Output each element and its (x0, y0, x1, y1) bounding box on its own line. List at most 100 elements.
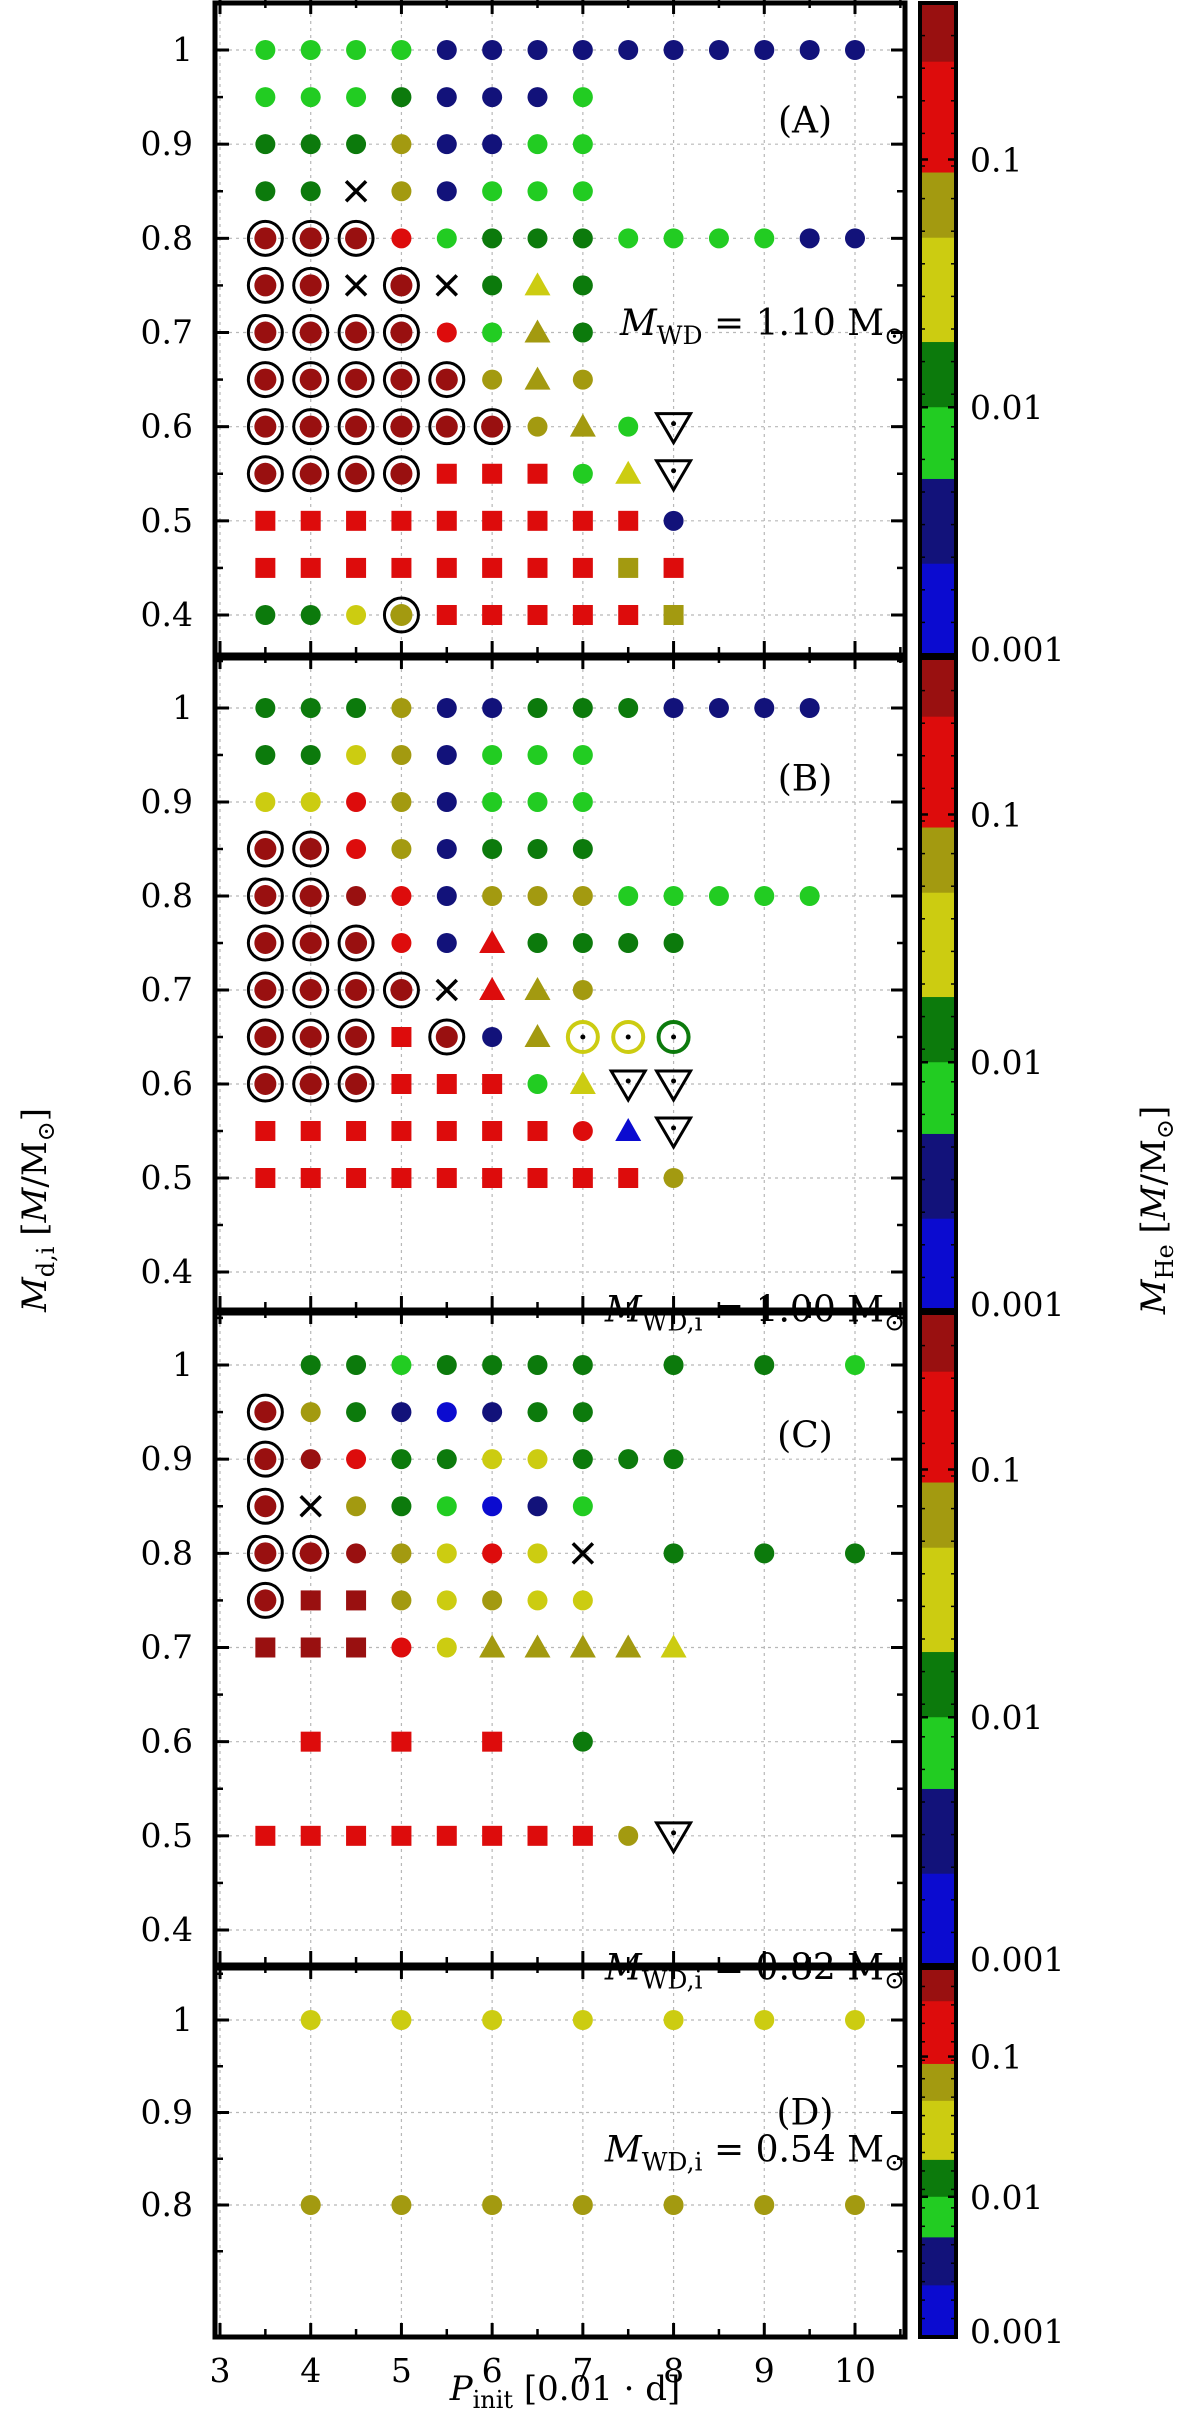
colorbar-segment (920, 2001, 956, 2065)
y-tick-label: 0.6 (141, 1722, 193, 1761)
point-A (254, 368, 277, 391)
point-A-ring (428, 361, 466, 399)
point-C (754, 1355, 775, 1375)
y-tick-label: 0.9 (141, 782, 193, 821)
point-A (482, 322, 503, 343)
point-B (527, 1074, 548, 1094)
panel-label-B: (B) (778, 759, 833, 800)
point-D (663, 2010, 684, 2030)
point-D (754, 2010, 775, 2030)
point-B-ring (246, 1065, 284, 1103)
point-D (754, 2195, 775, 2215)
y-tick-label: 0.8 (141, 1533, 193, 1572)
point-A-ring (337, 455, 375, 493)
point-A (345, 462, 368, 485)
point-C (254, 1448, 277, 1471)
point-B (663, 1168, 684, 1188)
point-B (299, 1073, 322, 1095)
point-A-dot (671, 468, 677, 474)
point-C (346, 1543, 367, 1564)
colorbar-tick-label: 0.1 (970, 140, 1022, 179)
point-A (572, 463, 593, 484)
point-A (390, 368, 413, 391)
point-A (524, 272, 551, 296)
point-B-dot (625, 1078, 631, 1084)
point-C (436, 1449, 457, 1470)
point-C (527, 1449, 548, 1470)
point-A-ring (292, 408, 330, 446)
point-A (300, 134, 321, 155)
colorbar-tick-label: 0.001 (970, 1285, 1064, 1324)
point-A (618, 416, 639, 437)
point-B (527, 933, 548, 953)
point-B (300, 698, 321, 718)
point-C-ring (246, 1440, 284, 1478)
point-B-ring (246, 877, 284, 915)
point-A (391, 228, 412, 249)
point-B (799, 698, 820, 718)
point-A (435, 415, 458, 438)
colorbar-segment (920, 3, 956, 63)
point-A-dot (671, 421, 677, 427)
point-A (436, 181, 457, 202)
point-A (436, 322, 457, 343)
point-A (482, 605, 503, 625)
point-B (300, 745, 321, 765)
y-tick-label: 0.8 (141, 2185, 193, 2224)
point-A (618, 40, 639, 60)
point-A-ring (382, 408, 420, 446)
point-B (345, 932, 368, 954)
point-B-ring (337, 971, 375, 1009)
point-A (300, 510, 321, 531)
colorbar-tick-label: 0.1 (970, 795, 1022, 834)
y-tick-label: 1 (172, 2000, 193, 2039)
point-A (653, 412, 694, 446)
point-A (754, 40, 775, 60)
point-A (845, 40, 865, 60)
y-tick-label: 0.4 (141, 1910, 193, 1949)
point-A (299, 227, 322, 250)
point-C (300, 1731, 321, 1752)
point-C (436, 1637, 457, 1658)
point-A-ring (428, 408, 466, 446)
point-C (482, 1731, 503, 1752)
point-B (482, 792, 503, 812)
point-A (482, 40, 503, 60)
point-B (527, 1168, 548, 1188)
point-A (345, 321, 368, 344)
chart-text: 0.4 0.5 0.6 0.7 0.8 0.9 1 (A) MWD = 1.10 M⊙ 0.1 0.… (141, 30, 1065, 2390)
point-A (255, 510, 276, 531)
y-tick-label: 0.9 (141, 2093, 193, 2132)
point-B (436, 745, 457, 765)
point-B (436, 1168, 457, 1188)
point-B (479, 977, 506, 1000)
point-A (524, 366, 551, 390)
point-C (524, 1634, 551, 1658)
point-C (569, 1634, 596, 1658)
point-B (345, 1026, 368, 1048)
y-tick-label: 0.7 (141, 313, 193, 352)
point-B (391, 933, 412, 953)
point-A (346, 557, 367, 578)
point-C (391, 1543, 412, 1564)
point-B-ring (337, 1018, 375, 1056)
point-B (572, 698, 593, 718)
point-C (391, 1637, 412, 1658)
colorbar-tick-label: 0.001 (970, 1940, 1064, 1979)
point-B (572, 933, 593, 953)
point-A (300, 181, 321, 202)
point-B (436, 1121, 457, 1141)
point-B (527, 886, 548, 906)
point-A (572, 134, 593, 155)
point-B (391, 745, 412, 765)
point-C (391, 1355, 412, 1375)
point-C (572, 1731, 593, 1752)
point-A (255, 87, 276, 108)
point-C (482, 1825, 503, 1846)
point-A (482, 463, 503, 484)
point-C (391, 1590, 412, 1611)
point-B-ring (246, 924, 284, 962)
colorbar-segment (920, 237, 956, 343)
panel-label-C: (C) (777, 1416, 833, 1457)
